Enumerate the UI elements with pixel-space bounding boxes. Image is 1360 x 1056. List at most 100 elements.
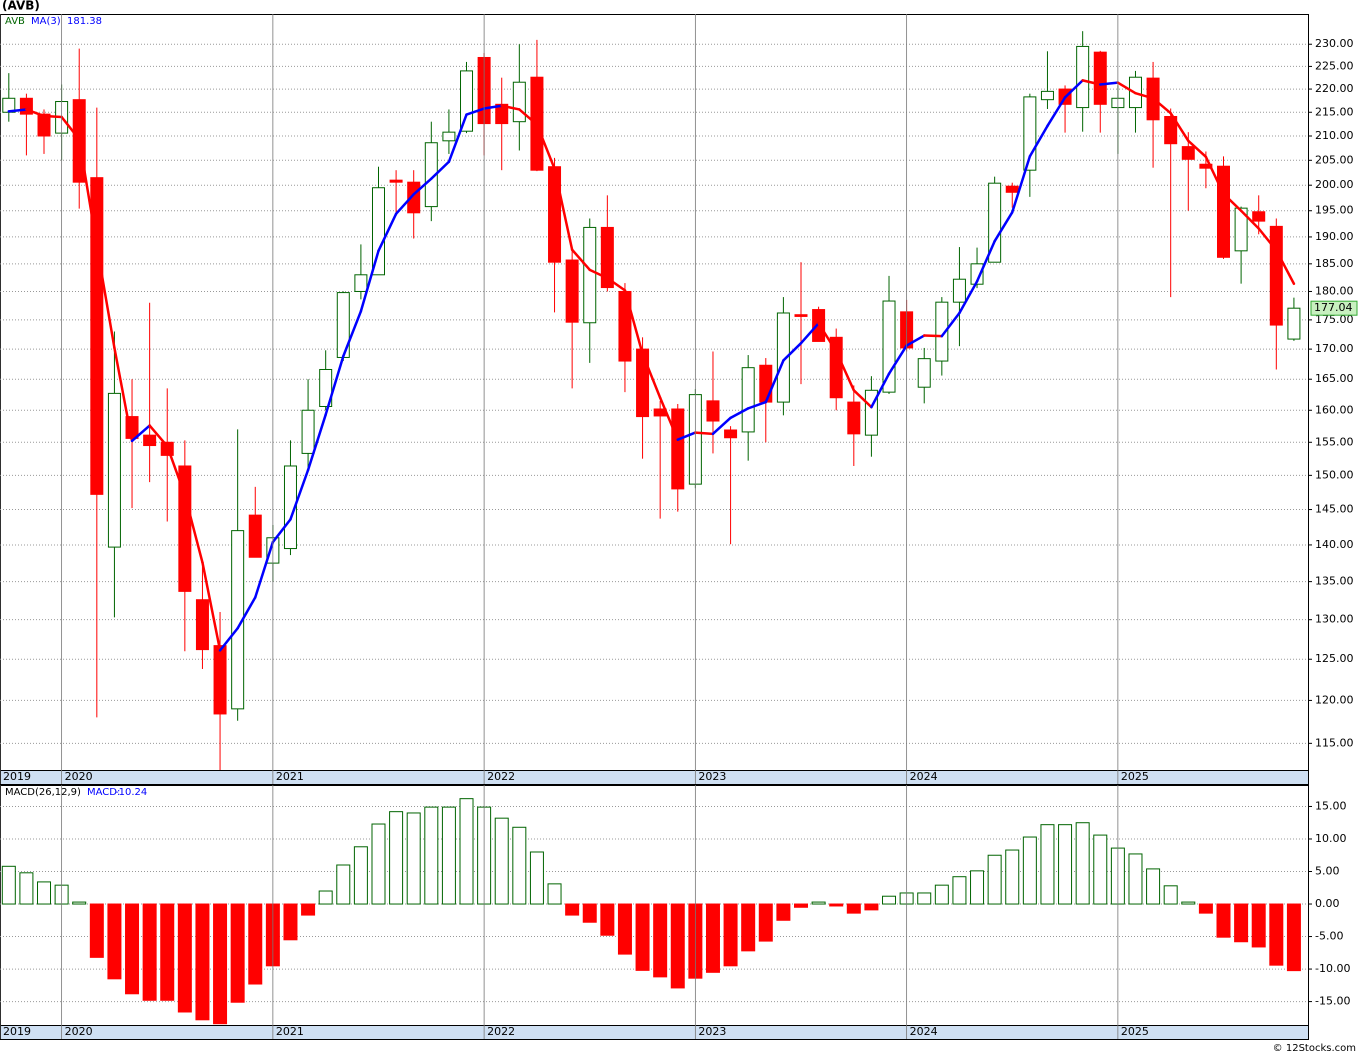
macd-bar — [371, 823, 386, 905]
candle-body — [460, 70, 474, 132]
candle-body — [371, 187, 385, 276]
ma-segment — [535, 123, 556, 170]
macd-bar — [389, 811, 404, 905]
x-tick-label: 2022 — [487, 770, 515, 783]
ma-segment — [658, 396, 680, 441]
y-tick-label: 205.00 — [1315, 153, 1354, 166]
candle-body — [143, 434, 157, 447]
macd-bar — [1075, 822, 1090, 905]
ma-segment — [430, 160, 451, 180]
ma-segment — [95, 244, 116, 350]
y-tick-label: 215.00 — [1315, 105, 1354, 118]
candle-body — [759, 364, 773, 403]
ma-segment — [711, 416, 732, 436]
ma-segment — [1151, 97, 1172, 115]
x-tick-label: 2022 — [487, 1025, 515, 1038]
ma-segment — [1257, 227, 1278, 252]
ma-segment — [236, 596, 257, 630]
ma-segment — [1116, 81, 1137, 95]
candle-body — [1269, 225, 1283, 326]
macd-bar — [107, 903, 122, 980]
x-tick-label: 2024 — [910, 770, 938, 783]
candle-body — [636, 348, 650, 418]
candle-body — [548, 166, 562, 263]
ma-segment — [113, 346, 134, 443]
macd-bar — [1005, 849, 1020, 905]
candle-body — [671, 408, 685, 490]
y-tick-label: 175.00 — [1315, 313, 1354, 326]
candle-body — [970, 263, 984, 285]
ma-segment — [289, 468, 310, 521]
candle-body — [37, 113, 51, 137]
candle-body — [495, 103, 509, 125]
macd-bar — [1163, 885, 1178, 905]
ma-segment — [1028, 124, 1049, 158]
ma-segment — [1134, 91, 1155, 100]
ma-segment — [254, 540, 275, 599]
ma-segment — [588, 268, 609, 280]
candle-body — [882, 300, 896, 393]
ma-segment — [324, 355, 345, 416]
ma-segment — [975, 239, 996, 283]
y-tick-label: -5.00 — [1315, 930, 1343, 943]
macd-bar — [1181, 901, 1196, 905]
macd-bar — [301, 903, 316, 916]
macd-bar — [37, 881, 52, 905]
x-tick-label: 2021 — [276, 770, 304, 783]
macd-bar — [1146, 868, 1161, 905]
candle-body — [1181, 146, 1195, 160]
ma-segment — [1187, 139, 1208, 159]
macd-bar — [793, 903, 808, 908]
ma-segment — [570, 248, 591, 272]
macd-bar — [406, 812, 421, 905]
y-tick-label: 200.00 — [1315, 178, 1354, 191]
macd-bar — [987, 854, 1002, 905]
macd-bar — [670, 903, 685, 989]
y-tick-label: 225.00 — [1315, 59, 1354, 72]
macd-bar — [705, 903, 720, 973]
macd-bar — [529, 851, 544, 905]
candle-body — [724, 429, 738, 439]
ma-segment — [1222, 192, 1243, 212]
ma-segment — [183, 493, 204, 564]
ma-segment — [77, 138, 99, 247]
ma-segment — [359, 249, 380, 313]
candle-body — [600, 226, 614, 289]
ma-segment — [606, 276, 627, 292]
ma-segment — [641, 352, 662, 399]
candle-body — [1040, 90, 1054, 101]
ma-segment — [271, 518, 292, 544]
macd-bar — [565, 903, 580, 916]
macd-bar — [424, 806, 439, 905]
legend-symbol: AVB — [5, 16, 25, 27]
macd-bar — [177, 903, 192, 1013]
x-tick-label: 2019 — [3, 1025, 31, 1038]
candle-body — [319, 368, 333, 407]
macd-bar — [582, 903, 597, 923]
ma-segment — [201, 561, 222, 652]
candle-body — [988, 182, 1002, 263]
y-tick-label: 170.00 — [1315, 342, 1354, 355]
candle-body — [1287, 307, 1301, 340]
last-price: 177.04 — [1314, 301, 1353, 314]
chart-title: (AVB) — [2, 0, 40, 13]
y-tick-label: 145.00 — [1315, 503, 1354, 516]
y-tick-label: 5.00 — [1315, 865, 1340, 878]
macd-bar — [547, 883, 562, 905]
y-tick-label: 160.00 — [1315, 403, 1354, 416]
x-tick-label: 2020 — [65, 770, 93, 783]
ma-segment — [412, 177, 433, 196]
x-axis-strip — [0, 770, 1309, 785]
macd-bar — [741, 903, 756, 952]
candle-body — [354, 274, 368, 292]
ma-segment — [852, 389, 873, 409]
macd-bar — [248, 903, 263, 985]
macd-bar — [142, 903, 157, 1001]
ma-segment — [342, 310, 363, 358]
macd-bar — [653, 903, 668, 978]
ma-segment — [834, 350, 856, 392]
ma-segment — [817, 322, 838, 353]
macd-bar — [1269, 903, 1284, 966]
x-tick-label: 2020 — [65, 1025, 93, 1038]
